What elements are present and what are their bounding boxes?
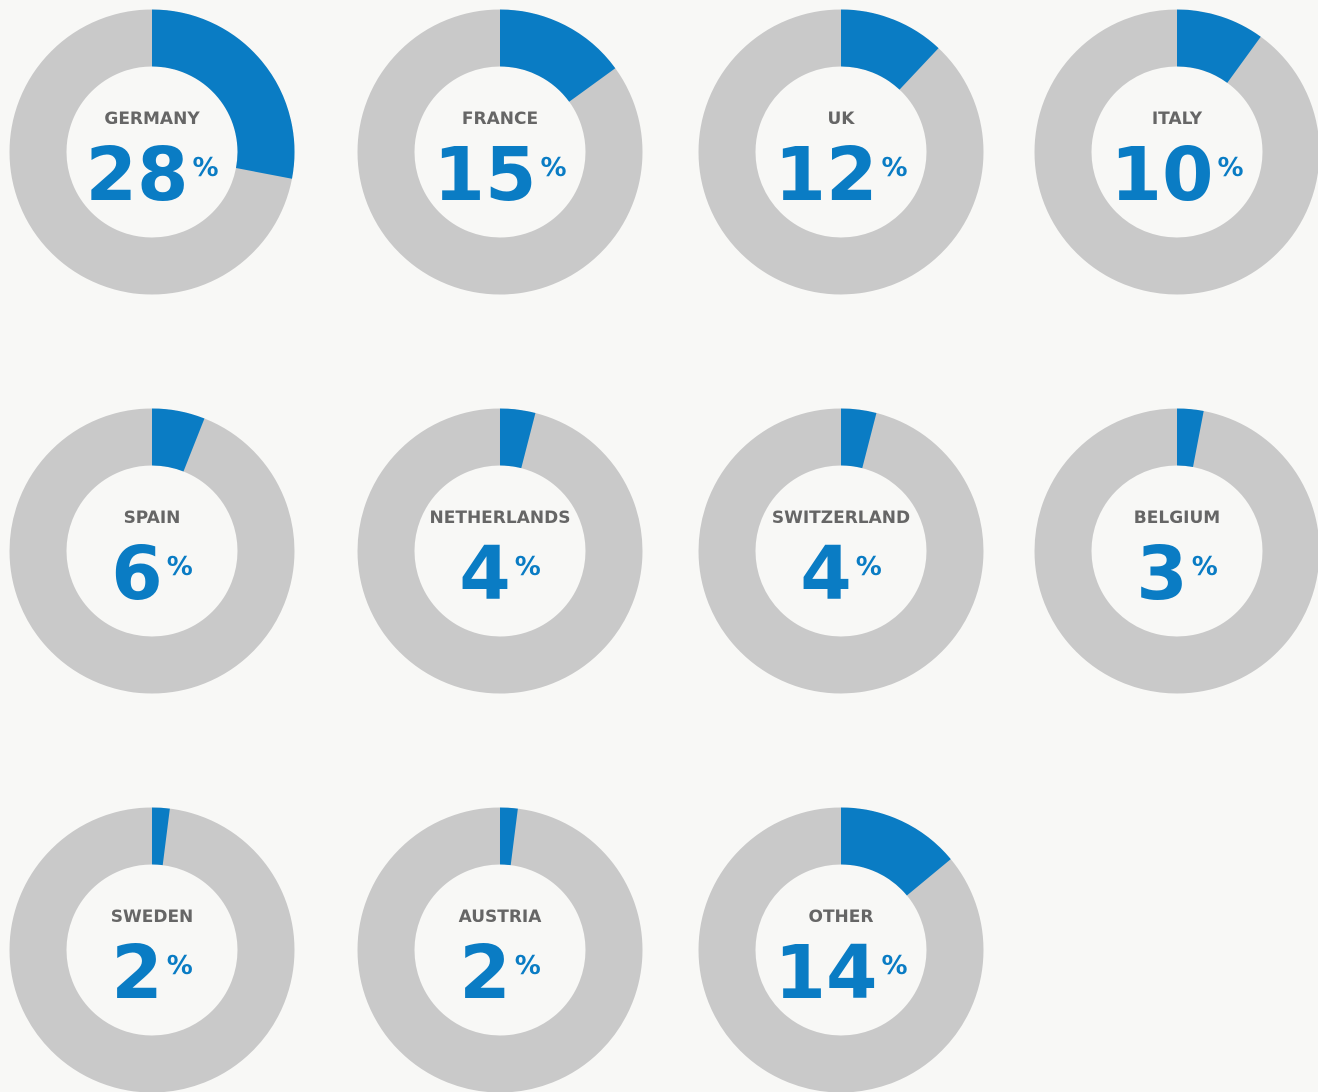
value-unit: % — [515, 552, 541, 582]
category-label: OTHER — [809, 907, 874, 927]
value-label: 6% — [111, 531, 193, 617]
value-unit: % — [881, 153, 907, 183]
value-number: 2 — [111, 930, 163, 1016]
donut-segment — [151, 9, 295, 179]
value-label: 4% — [459, 531, 541, 617]
value-number: 3 — [1136, 531, 1188, 617]
category-label: NETHERLANDS — [430, 508, 571, 528]
value-label: 2% — [459, 930, 541, 1016]
value-label: 15% — [433, 132, 566, 218]
donut-segment — [151, 807, 170, 866]
donut: GERMANY 28% — [9, 9, 295, 295]
category-label: UK — [828, 109, 856, 129]
value-unit: % — [515, 951, 541, 981]
donut: AUSTRIA 2% — [357, 807, 643, 1092]
donut: ITALY 10% — [1034, 9, 1318, 295]
donut: SWEDEN 2% — [9, 807, 295, 1092]
donut: OTHER 14% — [698, 807, 984, 1092]
donut-segment — [499, 408, 536, 469]
value-number: 28 — [85, 132, 188, 218]
value-label: 2% — [111, 930, 193, 1016]
value-number: 14 — [774, 930, 877, 1016]
value-number: 15 — [433, 132, 536, 218]
value-number: 4 — [800, 531, 852, 617]
value-unit: % — [856, 552, 882, 582]
category-label: AUSTRIA — [459, 907, 543, 927]
value-number: 2 — [459, 930, 511, 1016]
donut: SPAIN 6% — [9, 408, 295, 694]
category-label: SWEDEN — [111, 907, 194, 927]
value-label: 12% — [774, 132, 907, 218]
donut: UK 12% — [698, 9, 984, 295]
value-unit: % — [1192, 552, 1218, 582]
donut-segment — [840, 807, 951, 897]
donut: FRANCE 15% — [357, 9, 643, 295]
value-unit: % — [1217, 153, 1243, 183]
value-number: 6 — [111, 531, 163, 617]
value-label: 10% — [1110, 132, 1243, 218]
value-number: 12 — [774, 132, 877, 218]
value-unit: % — [167, 552, 193, 582]
donut: BELGIUM 3% — [1034, 408, 1318, 694]
donut-segment — [840, 9, 939, 91]
donut-segment — [499, 9, 616, 103]
donut-segment — [840, 408, 877, 469]
value-label: 14% — [774, 930, 907, 1016]
donut-segment — [1176, 9, 1261, 84]
value-unit: % — [540, 153, 566, 183]
category-label: ITALY — [1152, 109, 1203, 129]
category-label: FRANCE — [462, 109, 538, 129]
value-number: 10 — [1110, 132, 1213, 218]
value-number: 4 — [459, 531, 511, 617]
donut-segment — [150, 408, 205, 472]
category-label: GERMANY — [104, 109, 200, 129]
value-label: 28% — [85, 132, 218, 218]
donut: SWITZERLAND 4% — [698, 408, 984, 694]
value-label: 4% — [800, 531, 882, 617]
value-unit: % — [192, 153, 218, 183]
donut-segment — [499, 807, 518, 866]
category-label: SPAIN — [124, 508, 181, 528]
value-unit: % — [881, 951, 907, 981]
category-label: BELGIUM — [1134, 508, 1220, 528]
value-unit: % — [167, 951, 193, 981]
donut: NETHERLANDS 4% — [357, 408, 643, 694]
category-label: SWITZERLAND — [772, 508, 910, 528]
donut-segment — [1176, 408, 1204, 468]
value-label: 3% — [1136, 531, 1218, 617]
